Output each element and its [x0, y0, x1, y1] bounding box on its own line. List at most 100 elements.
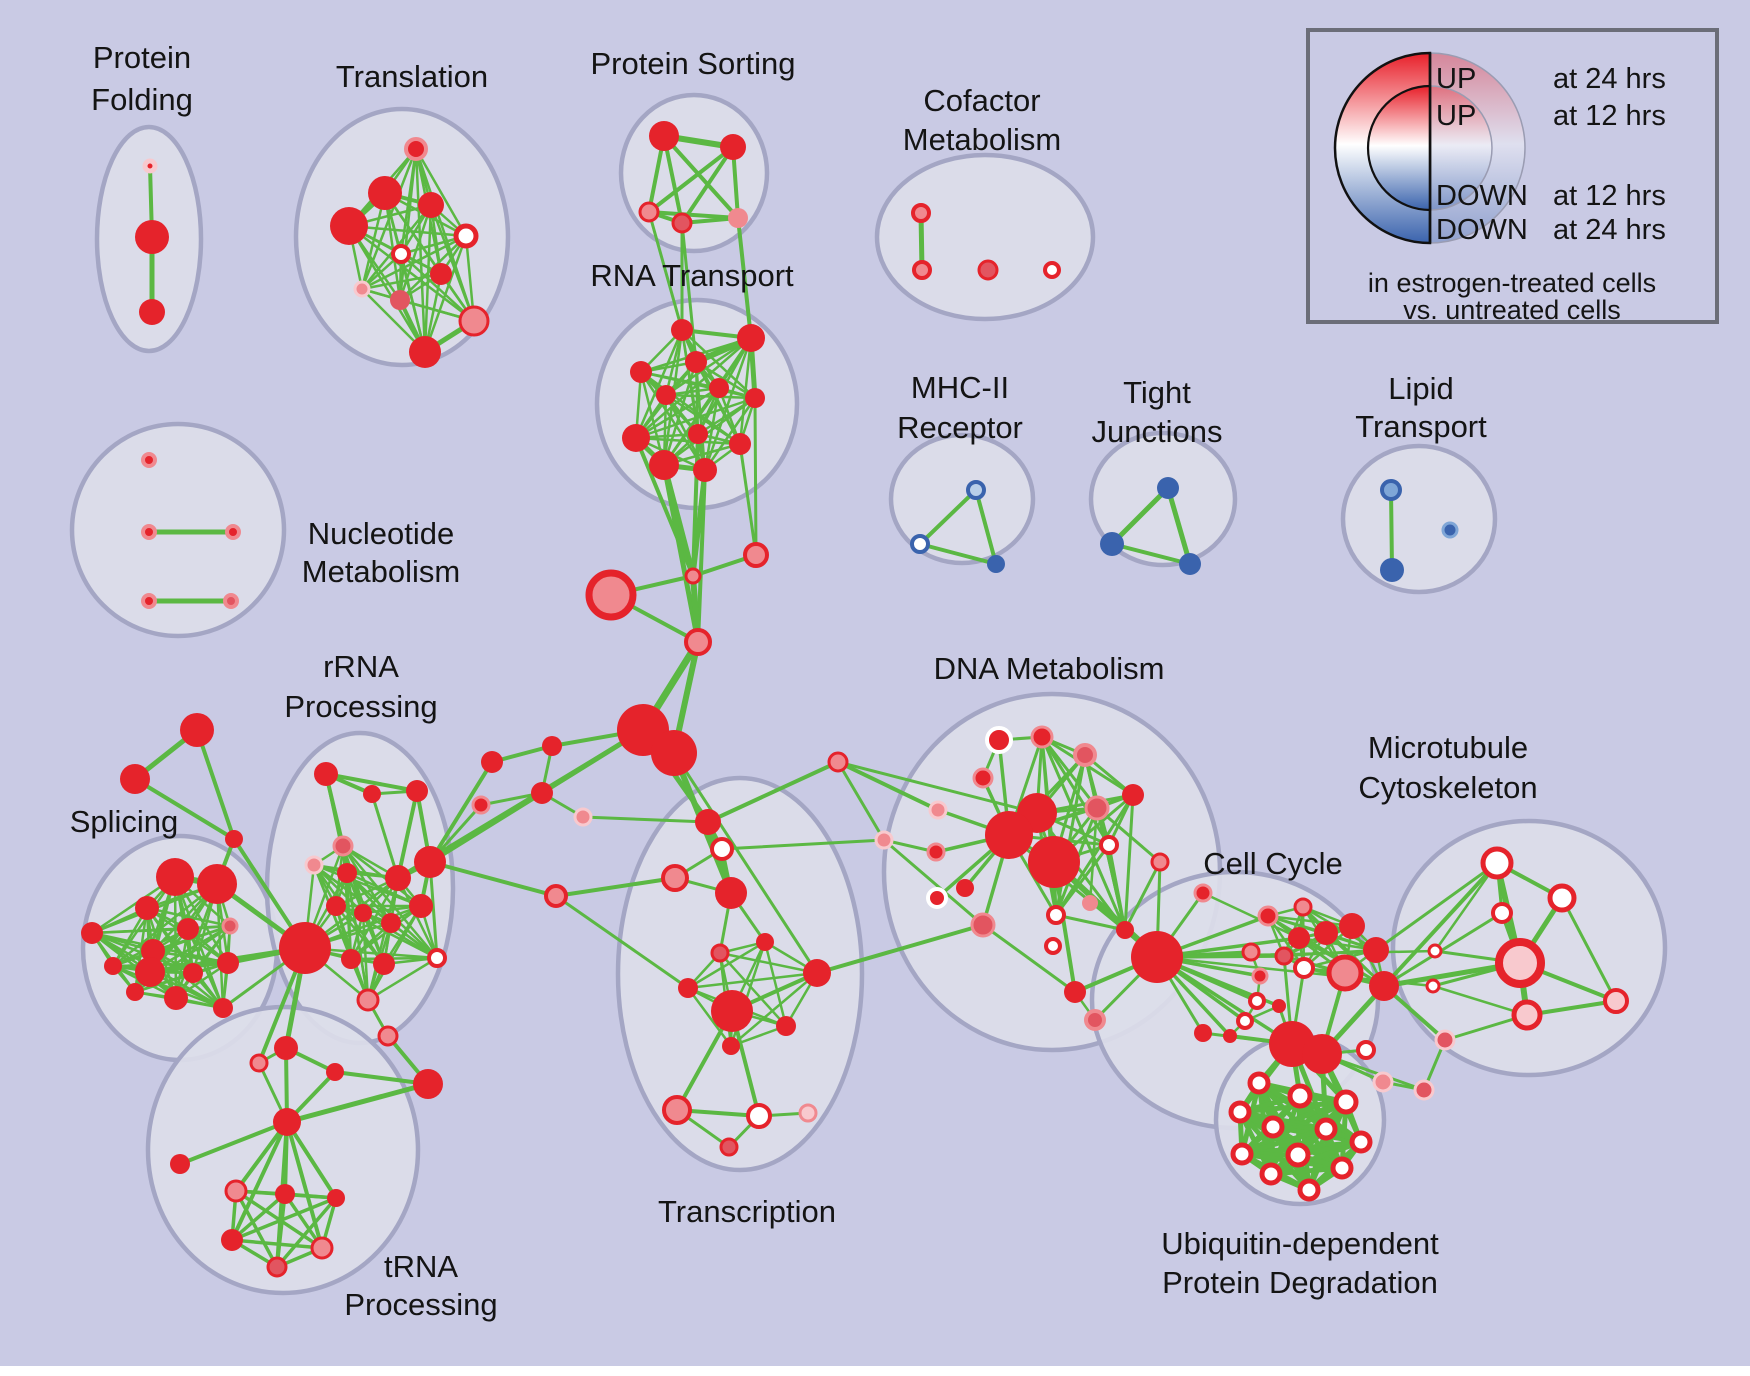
- gene-node-ccH: [1131, 931, 1183, 983]
- gene-node-c2: [912, 260, 932, 280]
- module-label-tight-junctions: Tight Junctions: [1092, 375, 1223, 449]
- gene-node-cc3: [1288, 927, 1310, 949]
- gene-node-n3: [225, 524, 241, 540]
- gene-node-d2: [1030, 725, 1054, 749]
- edge: [360, 272, 443, 291]
- edge: [918, 488, 978, 546]
- edge: [1239, 1126, 1329, 1157]
- gene-node-rr4: [332, 835, 354, 857]
- edge: [661, 462, 701, 645]
- edge: [215, 882, 225, 1010]
- gene-node-rr15: [427, 948, 447, 968]
- module-ellipse-lipid-transport: [1340, 443, 1498, 595]
- edge: [664, 393, 742, 446]
- gene-node-u11: [1259, 1162, 1283, 1186]
- gene-node-mhb: [471, 795, 491, 815]
- edge: [429, 203, 476, 323]
- gene-node-r9: [688, 424, 708, 444]
- gene-node-r4: [685, 351, 707, 373]
- gene-node-u7: [1349, 1130, 1373, 1154]
- edge: [1123, 860, 1162, 932]
- edge: [396, 876, 439, 960]
- edge: [686, 971, 819, 990]
- edge: [664, 336, 753, 397]
- gene-node-x6: [756, 933, 774, 951]
- edge: [981, 923, 1077, 994]
- gene-node-u6: [1314, 1117, 1338, 1141]
- gene-node-sp10: [183, 963, 203, 983]
- gene-node-t9: [390, 290, 410, 310]
- module-label-nucleotide-metabolism: Nucleotide Metabolism: [302, 516, 461, 589]
- gene-node-n5: [223, 593, 239, 609]
- gene-node-r12: [693, 458, 717, 482]
- edge: [230, 1192, 287, 1242]
- edge: [1040, 735, 1111, 847]
- gene-node-cc18: [1372, 1071, 1394, 1093]
- gene-node-sp3: [135, 896, 159, 920]
- gene-node-x3: [661, 864, 689, 892]
- edge: [836, 760, 940, 812]
- module-label-translation: Translation: [336, 59, 488, 94]
- gene-node-trh: [273, 1108, 301, 1136]
- gene-node-sp2: [197, 864, 237, 904]
- module-label-cofactor-metabolism: Cofactor Metabolism: [903, 83, 1062, 157]
- gene-node-t3: [418, 192, 444, 218]
- gene-node-cc12: [1251, 967, 1269, 985]
- module-ellipse-protein-sorting: [618, 92, 770, 254]
- gene-node-d13: [1099, 835, 1119, 855]
- gene-node-u1: [1247, 1071, 1271, 1095]
- edge: [1109, 485, 1171, 547]
- gene-node-rr10: [354, 904, 372, 922]
- gene-node-rr21: [413, 1069, 443, 1099]
- gene-node-sp8: [104, 957, 122, 975]
- edge: [347, 224, 427, 354]
- module-label-splicing: Splicing: [70, 804, 179, 839]
- edge: [581, 815, 710, 824]
- gene-node-t8: [353, 280, 371, 298]
- gene-node-rr16: [356, 988, 380, 1012]
- gene-node-sp1: [156, 858, 194, 896]
- gene-node-x1: [695, 809, 721, 835]
- edge: [634, 396, 757, 440]
- gene-node-m3: [585, 569, 637, 621]
- gene-node-mh2: [910, 534, 930, 554]
- gene-node-m4: [684, 628, 712, 656]
- gene-node-r6: [745, 388, 765, 408]
- legend-direction-1: UP: [1436, 100, 1476, 132]
- module-label-rna-transport: RNA Transport: [590, 258, 794, 293]
- edge: [763, 940, 788, 1028]
- edge: [428, 760, 494, 864]
- edge: [703, 396, 757, 472]
- gene-node-mh3: [987, 555, 1005, 573]
- gene-node-rr8: [414, 846, 446, 878]
- edge: [1123, 793, 1135, 932]
- module-label-transcription: Transcription: [658, 1194, 836, 1229]
- legend-time-1: at 12 hrs: [1553, 100, 1666, 132]
- edge: [686, 940, 767, 990]
- gene-node-cc11: [1369, 971, 1399, 1001]
- gene-node-x2: [710, 837, 734, 861]
- edge: [195, 728, 236, 841]
- gene-node-cc1: [1257, 905, 1279, 927]
- edge: [90, 927, 190, 935]
- gene-node-rrH: [279, 922, 331, 974]
- gene-node-d1: [985, 726, 1013, 754]
- gene-node-u12: [1297, 1178, 1321, 1202]
- edge: [370, 792, 400, 880]
- gene-node-m2: [743, 542, 769, 568]
- gene-node-cc2: [1293, 897, 1313, 917]
- gene-node-d19: [1082, 895, 1098, 911]
- gene-node-pf1: [142, 158, 158, 174]
- edge: [1266, 914, 1354, 928]
- edge: [664, 393, 757, 400]
- gene-node-u9: [1285, 1142, 1311, 1168]
- edge: [366, 904, 423, 1002]
- edge: [111, 964, 225, 1010]
- gene-node-ps3: [638, 201, 660, 223]
- gene-node-ps1: [649, 121, 679, 151]
- edge: [234, 1120, 289, 1193]
- gene-node-x12: [722, 1037, 740, 1055]
- edge: [918, 542, 998, 566]
- legend-footer-line-0: in estrogen-treated cells: [1368, 268, 1656, 298]
- gene-node-d24: [1084, 1009, 1106, 1031]
